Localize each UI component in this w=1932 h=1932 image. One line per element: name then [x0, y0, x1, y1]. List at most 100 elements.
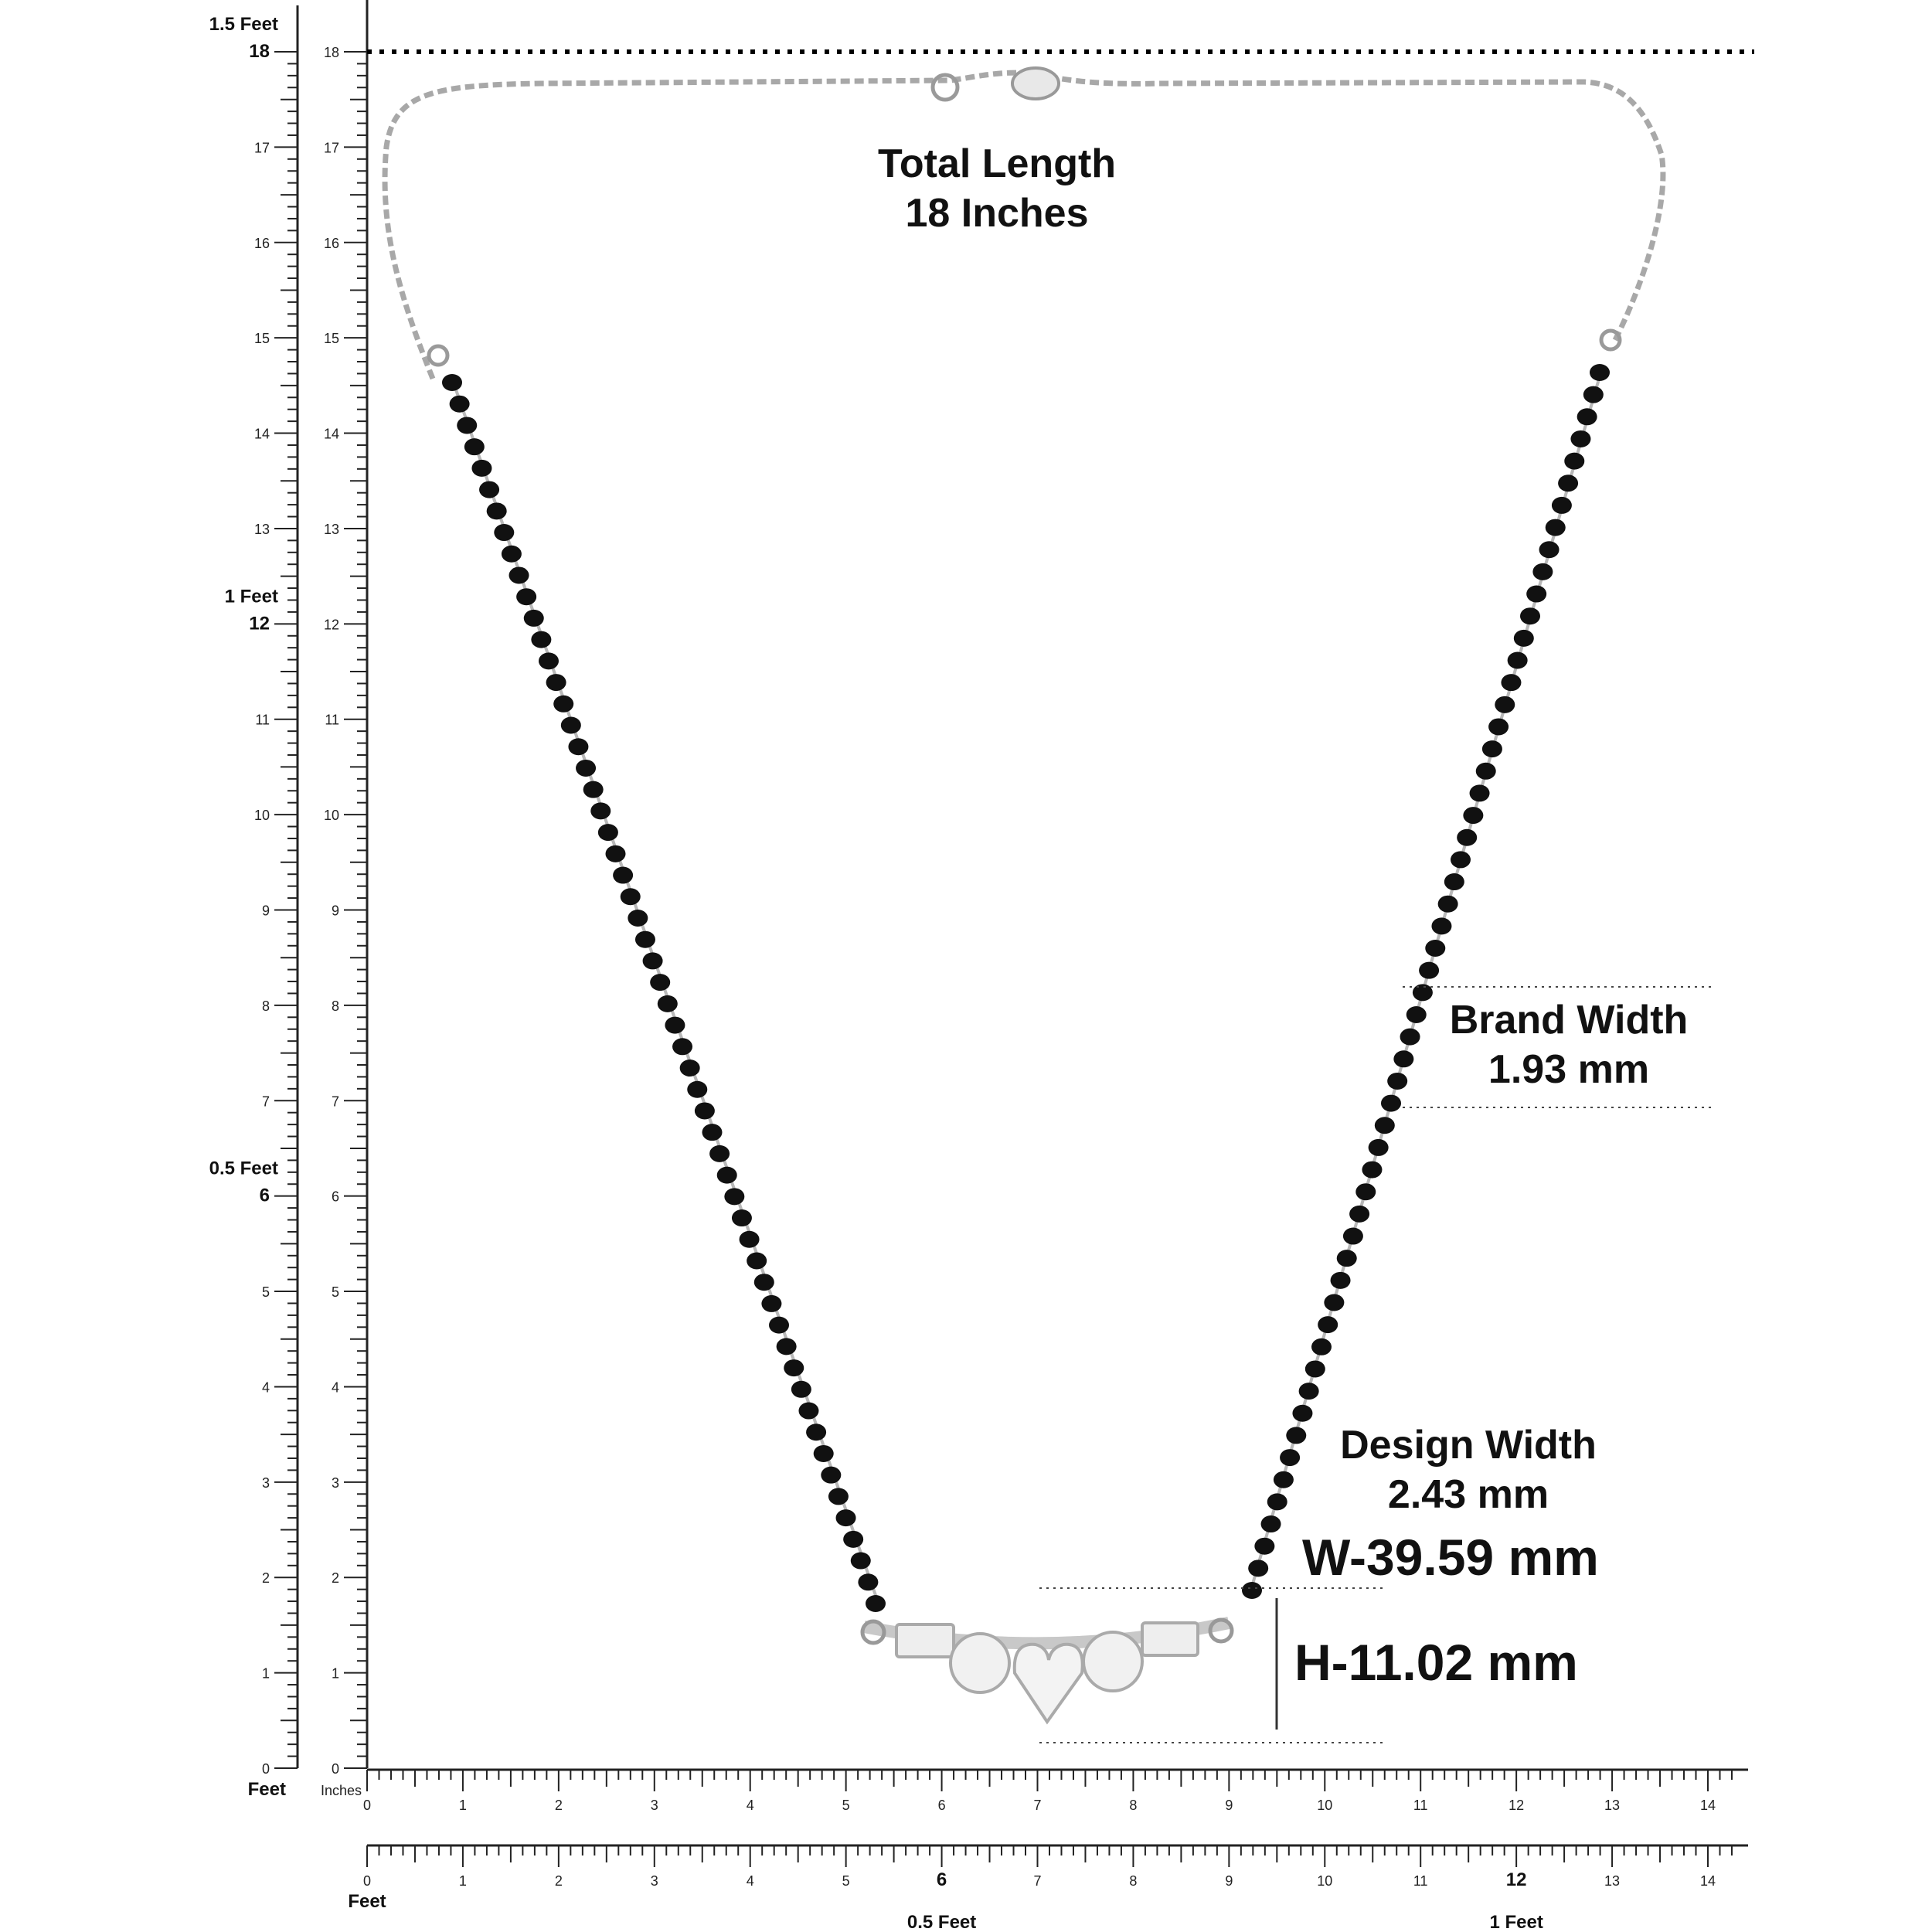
- inch-tick-label: 9: [332, 903, 339, 919]
- black-bead: [1374, 1117, 1395, 1134]
- bottom-tick-label: 1: [459, 1798, 467, 1813]
- left-tick-label: 18: [249, 41, 270, 62]
- black-bead: [843, 1530, 864, 1548]
- inch-tick-label: 5: [332, 1284, 339, 1300]
- bottom-tick-label: 5: [842, 1873, 850, 1889]
- inch-tick-label: 6: [332, 1189, 339, 1205]
- black-bead: [835, 1509, 856, 1527]
- round-stone-right: [1082, 1631, 1144, 1692]
- black-bead: [1520, 607, 1540, 625]
- inch-tick-label: 11: [325, 713, 339, 728]
- black-bead: [784, 1359, 804, 1377]
- necklace: [382, 66, 1666, 1725]
- black-bead: [1387, 1072, 1408, 1090]
- black-bead: [1298, 1383, 1319, 1400]
- black-bead: [1318, 1316, 1338, 1334]
- black-bead: [471, 459, 492, 477]
- left-tick-label: 16: [254, 236, 270, 251]
- pendant: [860, 1617, 1234, 1725]
- inch-tick-label: 16: [324, 236, 339, 251]
- black-bead: [702, 1124, 723, 1141]
- bottom-tick-label: 3: [651, 1873, 658, 1889]
- black-bead: [850, 1552, 871, 1570]
- black-bead: [1267, 1493, 1287, 1511]
- black-bead: [1564, 452, 1585, 470]
- black-bead: [1495, 696, 1515, 713]
- brand-width-title: Brand Width: [1449, 998, 1689, 1043]
- inch-tick-label: 1: [332, 1666, 339, 1682]
- bottom-tick-label: 4: [747, 1798, 754, 1813]
- black-bead: [1336, 1250, 1357, 1267]
- black-bead: [620, 888, 641, 906]
- black-bead: [457, 417, 478, 434]
- total-length-value: 18 Inches: [905, 191, 1089, 236]
- bottom-tick-label: 10: [1317, 1873, 1332, 1889]
- black-bead: [1558, 474, 1579, 492]
- inch-tick-label: 7: [332, 1094, 339, 1109]
- black-bead: [1437, 895, 1458, 913]
- inch-tick-label: 13: [324, 522, 339, 537]
- black-bead: [613, 866, 634, 884]
- black-bead: [1260, 1515, 1281, 1533]
- clasp-ring: [930, 73, 960, 102]
- black-bead: [605, 845, 626, 862]
- inch-tick-label: 15: [324, 331, 339, 346]
- left-tick-label: 5: [262, 1284, 270, 1300]
- black-bead: [1292, 1404, 1313, 1422]
- left-tick-label: 14: [254, 427, 270, 442]
- black-bead: [1431, 917, 1452, 935]
- black-bead: [806, 1423, 827, 1441]
- black-bead: [628, 909, 648, 927]
- pendant-width-label: W-39.59 mm: [1302, 1529, 1599, 1586]
- lobster-clasp: [1011, 66, 1060, 100]
- black-bead: [1570, 430, 1591, 447]
- black-bead: [753, 1274, 774, 1291]
- black-bead: [694, 1102, 715, 1120]
- bottom-tick-label: 3: [651, 1798, 658, 1813]
- left-tick-label: 4: [262, 1379, 270, 1395]
- inch-tick-label: 12: [324, 617, 339, 632]
- black-bead: [516, 588, 537, 606]
- black-bead: [1457, 828, 1478, 846]
- left-tick-label: 12: [249, 613, 270, 634]
- half-foot-label: 0.5 Feet: [907, 1912, 976, 1932]
- black-bead: [1551, 496, 1572, 514]
- bottom-tick-label: 0: [363, 1798, 371, 1813]
- bottom-tick-label: 1: [459, 1873, 467, 1889]
- black-bead: [553, 695, 574, 713]
- black-bead: [1324, 1294, 1345, 1311]
- inch-tick-label: 18: [324, 45, 339, 60]
- black-bead: [1488, 718, 1509, 736]
- black-bead: [1286, 1427, 1307, 1444]
- black-bead: [1280, 1449, 1301, 1467]
- black-bead: [642, 952, 663, 970]
- black-bead: [1242, 1582, 1262, 1599]
- black-bead: [776, 1338, 797, 1355]
- black-bead: [769, 1316, 790, 1334]
- pendant-left-loop: [860, 1619, 886, 1645]
- black-bead: [568, 738, 589, 756]
- black-bead: [546, 674, 566, 692]
- bottom-tick-label: 8: [1129, 1873, 1137, 1889]
- left-jump-ring: [427, 344, 450, 367]
- brand-width-value: 1.93 mm: [1488, 1047, 1650, 1092]
- black-bead: [1311, 1338, 1332, 1355]
- pendant-right-loop: [1208, 1617, 1234, 1644]
- black-bead: [479, 481, 500, 498]
- total-length-label: Total Length 18 Inches: [842, 139, 1151, 238]
- baguette-stone-right: [1141, 1621, 1199, 1657]
- black-bead: [1545, 519, 1566, 536]
- black-bead: [747, 1252, 767, 1270]
- inches-unit-label: Inches: [321, 1783, 362, 1798]
- black-bead: [761, 1294, 782, 1312]
- bottom-tick-label: 8: [1129, 1798, 1137, 1813]
- black-bead: [1469, 784, 1490, 802]
- inch-tick-label: 4: [332, 1379, 339, 1395]
- black-bead: [1577, 408, 1597, 426]
- black-beads: [442, 364, 1610, 1612]
- black-bead: [494, 524, 515, 542]
- black-bead: [501, 545, 522, 563]
- black-bead: [716, 1166, 737, 1184]
